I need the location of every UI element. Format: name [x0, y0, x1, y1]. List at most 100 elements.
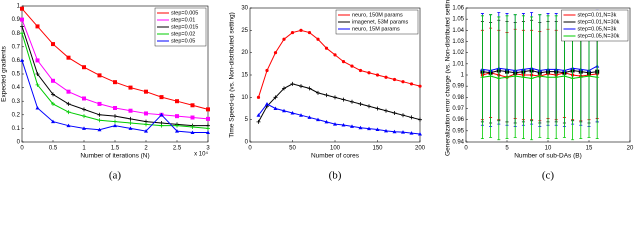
marker [20, 24, 24, 29]
legend-label: step=0.01 [171, 17, 195, 23]
y-tick-label: 1.02 [452, 50, 464, 56]
y-tick-label: 15 [241, 73, 248, 79]
y-tick-label: 0.3 [12, 99, 21, 105]
marker [375, 106, 380, 111]
marker [350, 124, 354, 128]
legend-label: step=0.05 [171, 38, 195, 44]
y-tick-label: 1 [461, 73, 465, 79]
figure: 0 0.5 1 1.5 2 2.5 300.10.20.30.40.50.60.70.80.… [1, 0, 634, 182]
marker [113, 119, 117, 124]
x-axis-label: Number of iterations (N) [80, 153, 149, 160]
marker [97, 112, 102, 117]
series-line [258, 103, 421, 135]
marker [595, 75, 600, 80]
x-tick-label: 200 [415, 146, 426, 152]
marker [128, 116, 133, 121]
chart-panel: 0 0.5 1 1.5 2 2.5 3 0 0.1 0.2 0.3 0.4 0.5 0.6 0.7 0.8 0.… [1, 4, 211, 182]
marker [144, 122, 148, 127]
legend: step=0.005step=0.01step=0.015step=0.02st… [154, 7, 207, 47]
marker [418, 84, 422, 88]
x-tick-label: 2 [144, 146, 148, 152]
marker [128, 108, 133, 113]
marker [505, 75, 509, 80]
y-tick-label: 0.9 [12, 17, 21, 23]
marker [290, 30, 295, 35]
y-tick-label: 1.06 [452, 6, 464, 12]
marker [206, 130, 210, 134]
caption: (c) [542, 170, 555, 182]
marker [82, 65, 86, 70]
marker [113, 80, 117, 85]
y-tick-label: 0.96 [452, 117, 464, 123]
x-tick-label: 50 [289, 146, 296, 152]
caption: (a) [109, 170, 122, 182]
marker [480, 75, 485, 80]
legend-label: step=0.05,N=3k [578, 26, 617, 32]
marker [82, 107, 86, 112]
legend-label: step=0.01,N=30k [578, 19, 620, 25]
marker [324, 119, 329, 124]
x-tick-label: 10 [545, 146, 552, 152]
marker [392, 77, 397, 82]
marker [401, 113, 405, 118]
marker [375, 127, 380, 131]
marker [159, 95, 164, 100]
marker [554, 75, 559, 80]
x-tick-label: 15 [586, 146, 593, 152]
y-tick-label: 0 [245, 140, 249, 146]
marker [20, 31, 24, 36]
marker [144, 111, 148, 116]
x-tick-label: 20 [627, 146, 634, 152]
marker [35, 24, 40, 29]
marker [82, 96, 86, 101]
y-tick-label: 1.05 [452, 17, 464, 23]
marker [20, 6, 24, 11]
x-tick-label: 1.5 [111, 146, 120, 152]
y-tick-label: 0.94 [452, 140, 464, 146]
marker [333, 122, 337, 126]
y-tick-label: 0.7 [12, 44, 21, 50]
marker [401, 80, 405, 84]
marker [324, 46, 329, 50]
marker [282, 86, 286, 91]
legend-label: step=0.02 [171, 31, 195, 37]
marker [190, 125, 195, 130]
marker [299, 113, 303, 117]
y-tick-label: 0.99 [452, 84, 464, 90]
marker [175, 129, 179, 133]
legend-label: neuro, 150M params [352, 12, 403, 18]
y-tick-label: 0.98 [452, 95, 464, 101]
marker [375, 73, 380, 77]
marker [97, 101, 102, 106]
marker [35, 58, 40, 63]
marker [350, 64, 354, 68]
legend-label: imagenet, 53M params [352, 19, 408, 25]
marker [97, 73, 102, 78]
marker [418, 131, 422, 136]
marker [175, 114, 179, 119]
marker [159, 123, 164, 128]
marker [256, 95, 261, 99]
marker [35, 106, 40, 110]
chart-panel: 0 50 100 150 200 0 5 10 15 20 25 30 Number of cores T… [229, 6, 426, 182]
marker [128, 120, 133, 125]
marker [358, 102, 363, 107]
marker [299, 84, 303, 89]
y-tick-label: 0.1 [12, 126, 21, 132]
marker [190, 115, 195, 120]
x-tick-label: 3 [206, 146, 210, 152]
legend-label: step=0.005 [171, 10, 198, 16]
x-tick-label: 0 [464, 146, 468, 152]
marker [265, 102, 269, 106]
x-axis-label: Number of cores [311, 153, 360, 160]
marker [367, 126, 371, 131]
marker [513, 74, 518, 79]
marker [587, 74, 591, 79]
marker [66, 123, 71, 128]
marker [282, 108, 286, 113]
marker [384, 75, 388, 79]
marker [290, 110, 295, 115]
marker [537, 74, 542, 79]
marker [367, 71, 371, 75]
y-tick-label: 0.5 [12, 72, 21, 78]
